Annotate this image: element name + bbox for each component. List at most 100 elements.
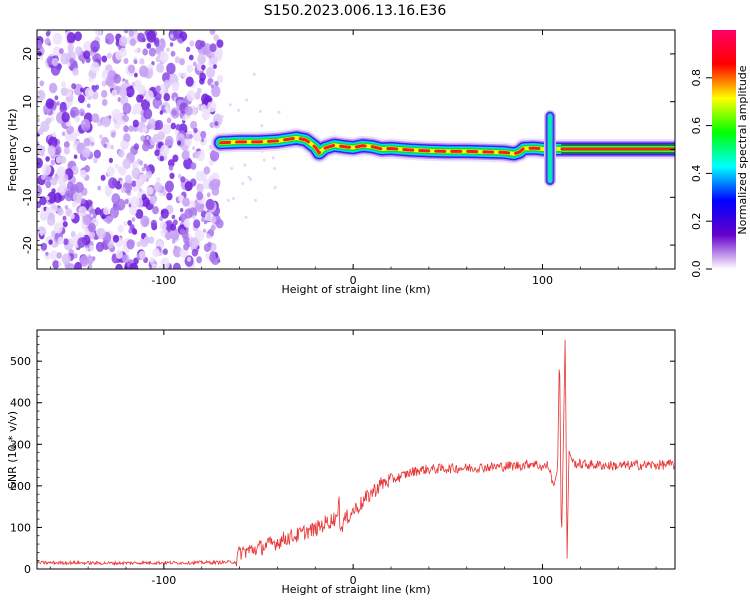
noise-blob [56,166,66,178]
noise-blob [44,37,51,46]
noise-blob [69,106,80,119]
noise-blob [201,138,205,143]
noise-blob [146,42,152,49]
noise-blob [51,57,59,67]
colorbar-tick-label: 0.4 [690,165,703,183]
noise-blob [139,58,145,65]
noise-blob [47,191,57,204]
noise-blob [37,185,42,197]
noise-blob [166,47,170,52]
noise-blob [215,218,224,229]
noise-blob [62,221,68,228]
noise-blob [90,40,100,53]
noise-blob [100,174,106,181]
y-tick-label: 20 [21,47,34,61]
noise-blob [47,215,56,226]
noise-blob [189,237,199,249]
noise-blob [129,38,136,47]
spectrogram-y-axis-label: Frequency (Hz) [6,109,19,192]
noise-blob [119,87,127,98]
noise-blob [145,170,153,179]
noise-blob [186,64,194,73]
y-tick-label: -20 [21,236,34,254]
noise-blob [72,191,83,204]
noise-blob [120,186,126,193]
noise-blob [136,241,141,248]
noise-blob [41,174,46,180]
noise-blob [162,190,167,196]
noise-blob [159,38,165,45]
noise-blob [245,98,249,102]
noise-blob [180,207,184,213]
noise-blob [56,101,60,106]
noise-blob [137,84,146,95]
noise-blob [160,257,170,269]
noise-blob [58,261,62,267]
noise-blob [147,63,154,71]
noise-blob [170,122,176,130]
noise-blob [197,53,207,65]
noise-blob [108,177,118,189]
noise-blob [69,57,75,65]
noise-blob [86,103,91,108]
noise-blob [152,206,159,215]
colorbar-ticks: 0.0 0.2 0.4 0.6 0.8 [690,69,712,278]
noise-blob [45,98,55,109]
noise-blob [172,239,176,244]
y-tick-label: -10 [21,188,34,206]
noise-blob [50,159,56,166]
noise-blob [170,34,174,39]
noise-blob [110,144,114,150]
noise-blob [114,163,119,169]
noise-blob [75,181,84,193]
noise-blob [84,87,93,98]
noise-blob [273,186,277,190]
noise-blob [61,80,67,88]
snr-panel: -100 0 100 0 100 200 300 400 500 Height of stra… [6,329,676,596]
noise-blob [220,115,224,119]
noise-blob [45,180,52,189]
noise-blob [178,37,183,43]
noise-blob [150,120,156,126]
noise-blob [88,263,93,269]
noise-blob [61,253,71,265]
noise-blob [201,110,210,121]
snr-plot-area [37,330,675,569]
noise-blob [97,185,102,191]
noise-blob [138,187,142,193]
noise-blob [130,196,140,209]
noise-blob [155,56,161,63]
noise-blob [70,231,76,238]
noise-blob [164,105,169,111]
noise-blob [188,207,198,218]
noise-blob [190,120,198,130]
noise-blob [181,150,190,161]
noise-blob [101,215,105,220]
noise-blob [131,161,137,168]
noise-blob [159,51,169,64]
noise-blob [52,260,60,269]
noise-blob [209,43,217,52]
noise-blob [172,154,179,163]
noise-blob [187,256,192,262]
noise-blob [57,207,64,216]
noise-blob [154,119,164,131]
noise-blob [228,103,232,107]
noise-blob [115,263,123,269]
noise-blob [183,243,190,251]
noise-blob [166,117,172,124]
noise-blob [101,80,107,87]
noise-blob [216,74,224,84]
noise-blob [131,81,136,87]
snr-frame [36,329,676,570]
noise-blob [214,80,219,87]
noise-blob [124,174,133,184]
noise-blob [271,156,275,160]
noise-blob [132,119,139,128]
noise-blob [52,32,63,45]
noise-blob [195,39,204,50]
spectrogram-ridge [210,110,675,187]
noise-blob [73,154,78,159]
noise-blob [213,34,219,42]
snr-series-line [37,339,675,567]
